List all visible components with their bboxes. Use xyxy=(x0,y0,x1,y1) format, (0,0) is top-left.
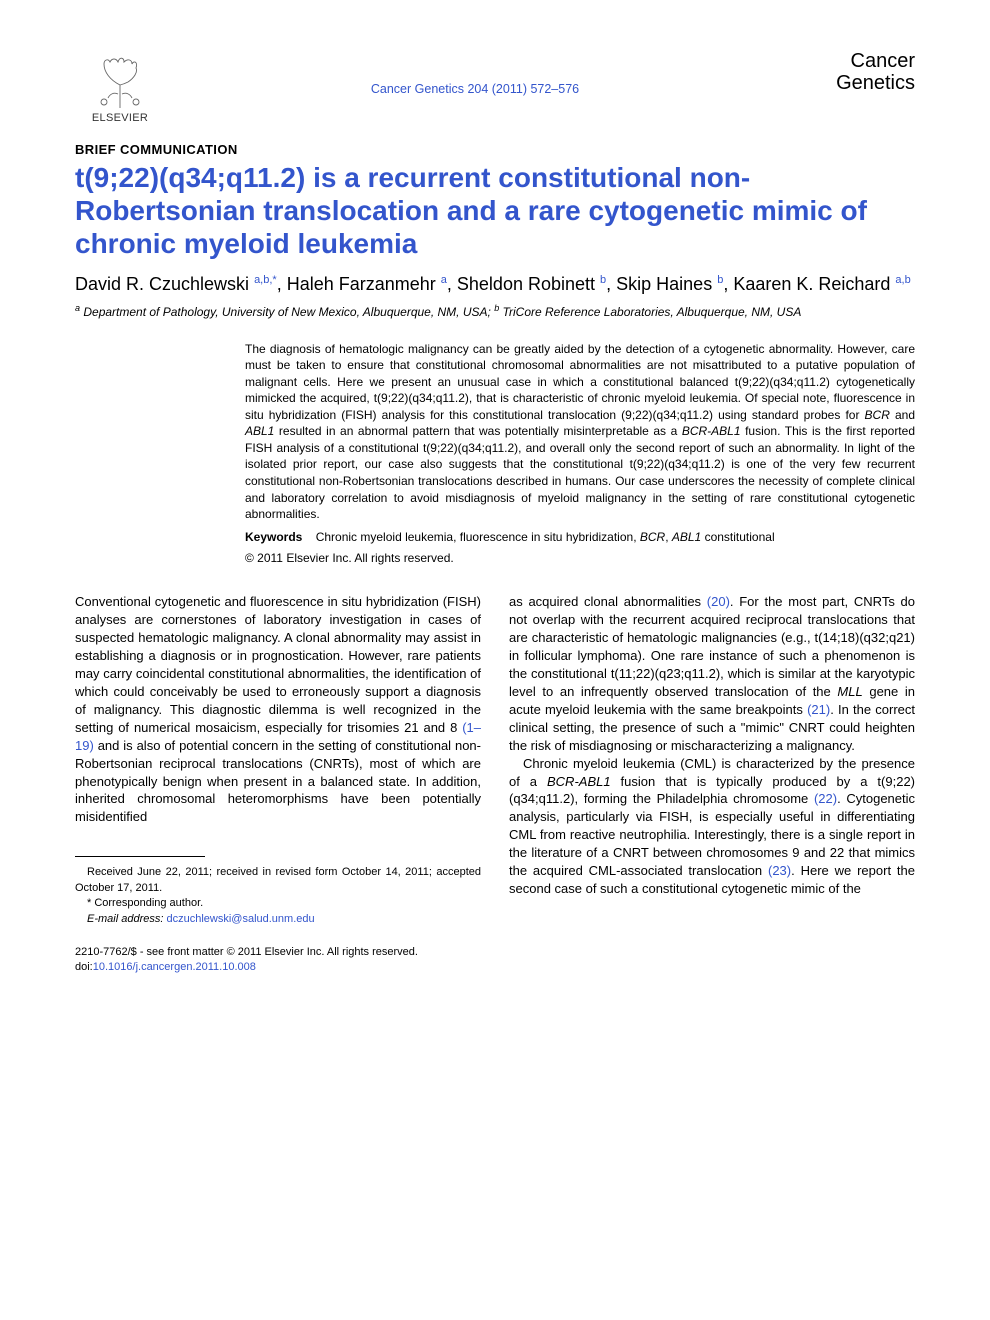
email-line: E-mail address: dczuchlewski@salud.unm.e… xyxy=(75,912,481,927)
footnote-separator xyxy=(75,856,205,857)
column-right: as acquired clonal abnormalities (20). F… xyxy=(509,593,915,927)
corresponding-note: * Corresponding author. xyxy=(75,896,481,911)
keywords-line: Keywords Chronic myeloid leukemia, fluor… xyxy=(245,529,915,546)
publisher-label: ELSEVIER xyxy=(92,112,148,124)
affiliations: a Department of Pathology, University of… xyxy=(75,302,915,320)
footnotes: Received June 22, 2011; received in revi… xyxy=(75,865,481,927)
abstract-text: The diagnosis of hematologic malignancy … xyxy=(245,341,915,523)
journal-title-line2: Genetics xyxy=(785,72,915,94)
doi-line: doi:10.1016/j.cancergen.2011.10.008 xyxy=(75,960,915,975)
abstract-block: The diagnosis of hematologic malignancy … xyxy=(245,341,915,566)
abstract-copyright: © 2011 Elsevier Inc. All rights reserved… xyxy=(245,551,915,565)
journal-reference: Cancer Genetics 204 (2011) 572–576 xyxy=(165,82,785,96)
issn-doi-block: 2210-7762/$ - see front matter © 2011 El… xyxy=(75,945,915,975)
body-paragraph: Conventional cytogenetic and fluorescenc… xyxy=(75,593,481,826)
journal-title-block: Cancer Genetics xyxy=(785,50,915,94)
page-footer: 2210-7762/$ - see front matter © 2011 El… xyxy=(75,945,915,975)
doi-prefix: doi: xyxy=(75,961,93,973)
column-left: Conventional cytogenetic and fluorescenc… xyxy=(75,593,481,927)
issn-line: 2210-7762/$ - see front matter © 2011 El… xyxy=(75,945,915,960)
keywords-label: Keywords xyxy=(245,530,302,544)
journal-title-line1: Cancer xyxy=(785,50,915,72)
doi-link[interactable]: 10.1016/j.cancergen.2011.10.008 xyxy=(93,961,256,973)
author-list: David R. Czuchlewski a,b,*, Haleh Farzan… xyxy=(75,272,915,296)
body-paragraph: Chronic myeloid leukemia (CML) is charac… xyxy=(509,755,915,899)
article-title: t(9;22)(q34;q11.2) is a recurrent consti… xyxy=(75,161,915,260)
corresponding-email[interactable]: dczuchlewski@salud.unm.edu xyxy=(166,913,314,925)
email-label: E-mail address: xyxy=(87,913,163,925)
keywords-text: Chronic myeloid leukemia, fluorescence i… xyxy=(316,530,775,544)
body-columns: Conventional cytogenetic and fluorescenc… xyxy=(75,593,915,927)
elsevier-tree-icon xyxy=(90,50,150,110)
body-paragraph: as acquired clonal abnormalities (20). F… xyxy=(509,593,915,754)
section-label: BRIEF COMMUNICATION xyxy=(75,142,915,157)
received-dates: Received June 22, 2011; received in revi… xyxy=(75,865,481,896)
page-header: ELSEVIER Cancer Genetics 204 (2011) 572–… xyxy=(75,50,915,124)
publisher-logo-block: ELSEVIER xyxy=(75,50,165,124)
